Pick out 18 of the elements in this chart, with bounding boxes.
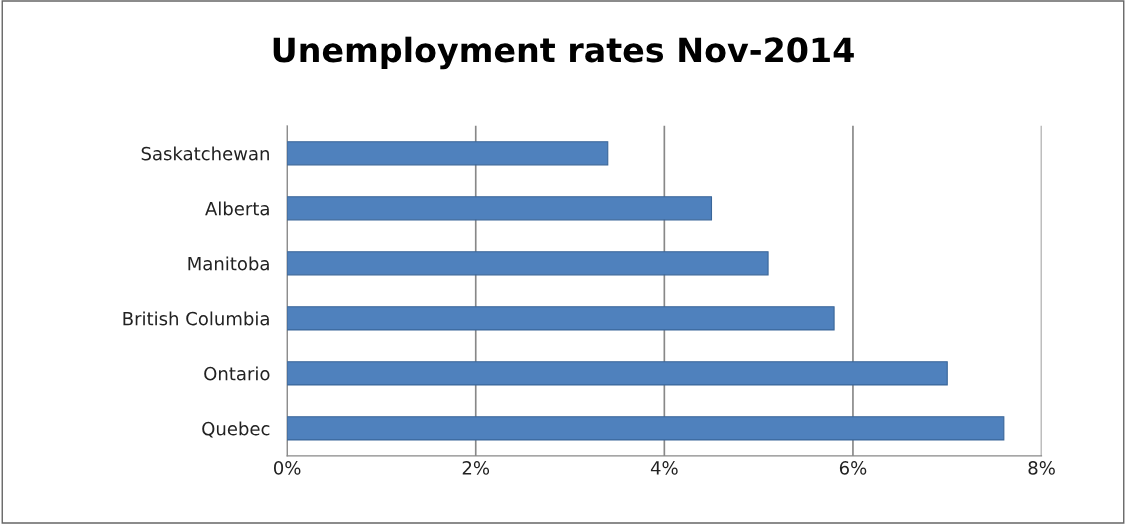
y-tick-label: Manitoba bbox=[188, 256, 269, 271]
y-tick-label: Alberta bbox=[205, 201, 269, 216]
bar bbox=[287, 416, 1005, 441]
x-tick-label: 4% bbox=[650, 461, 678, 475]
y-tick-label: Saskatchewan bbox=[141, 146, 269, 161]
y-tick-label: Quebec bbox=[202, 421, 270, 438]
x-tick-label: 8% bbox=[1028, 461, 1055, 475]
bar bbox=[287, 141, 609, 166]
y-tick-label: British Columbia bbox=[123, 311, 269, 326]
bar bbox=[287, 196, 713, 221]
x-tick-label: 6% bbox=[839, 461, 867, 475]
bar bbox=[287, 361, 948, 386]
x-tick-label: 2% bbox=[462, 461, 490, 475]
x-tick-label: 0% bbox=[274, 461, 301, 475]
chart-title: Unemployment rates Nov-2014 bbox=[273, 36, 854, 70]
bar bbox=[287, 306, 835, 331]
y-tick-label: Ontario bbox=[204, 366, 270, 381]
bar bbox=[287, 251, 769, 276]
